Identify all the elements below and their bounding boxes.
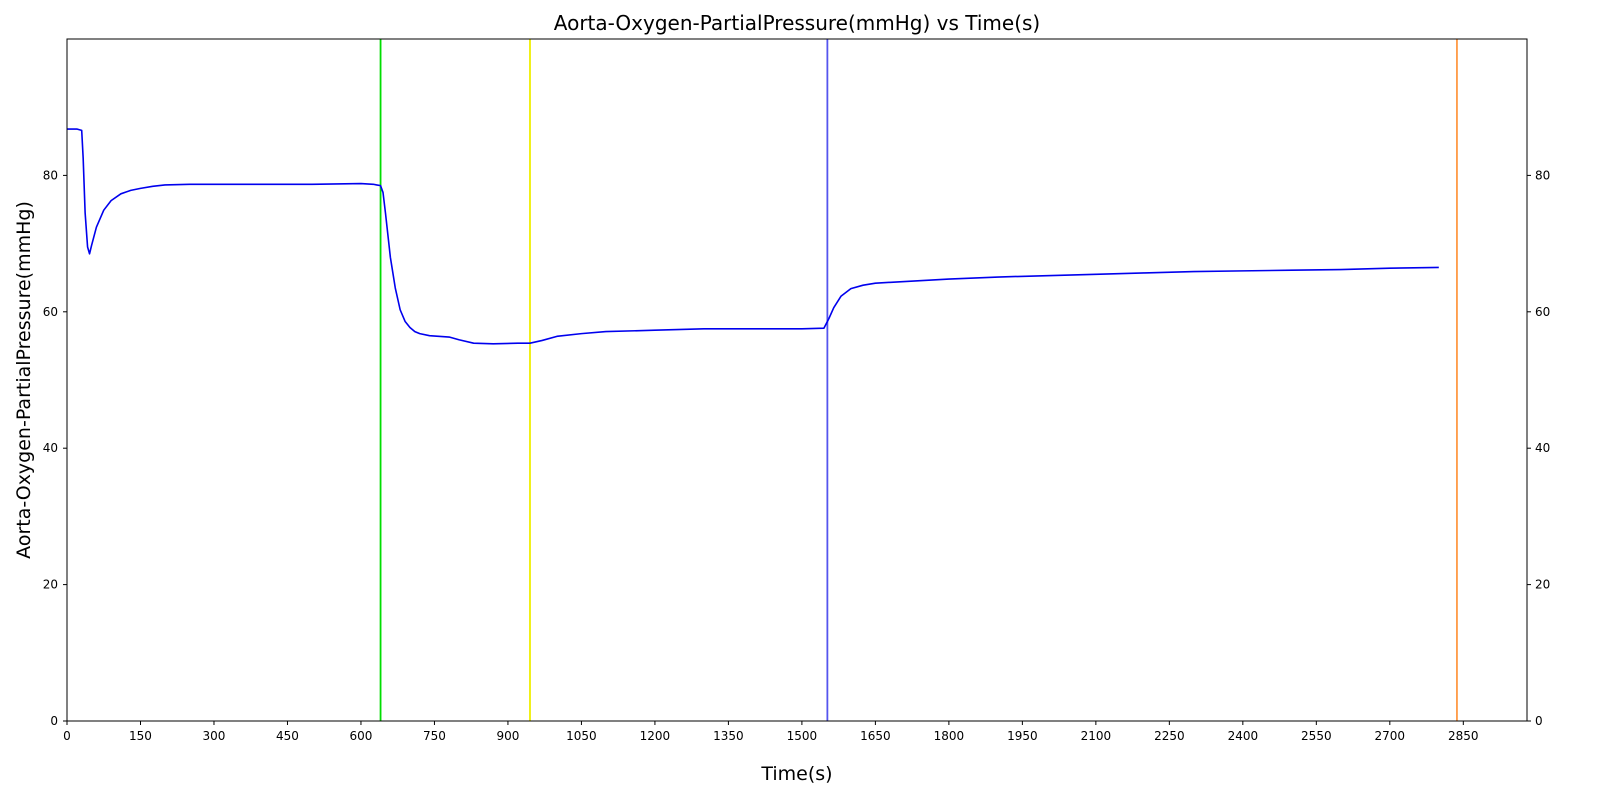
right-y-tick-label: 40	[1535, 441, 1550, 455]
y-tick-label: 80	[43, 168, 58, 182]
x-tick-label: 0	[63, 729, 71, 743]
x-tick-label: 2700	[1375, 729, 1406, 743]
plot-frame	[66, 38, 1528, 722]
x-tick-label: 1200	[640, 729, 671, 743]
y-tick-label: 40	[43, 441, 58, 455]
series-line-0	[67, 128, 1439, 345]
x-tick-label: 1500	[787, 729, 818, 743]
x-tick-label: 2100	[1081, 729, 1112, 743]
right-y-tick-label: 60	[1535, 305, 1550, 319]
y-axis-label: Aorta-Oxygen-PartialPressure(mmHg)	[13, 201, 35, 559]
y-tick-label: 20	[43, 578, 58, 592]
x-tick-label: 600	[350, 729, 373, 743]
y-tick-label: 60	[43, 305, 58, 319]
x-tick-label: 1050	[566, 729, 597, 743]
right-y-tick-label: 80	[1535, 168, 1550, 182]
y-tick-label: 0	[50, 714, 58, 728]
series-layer	[67, 128, 1439, 345]
x-tick-label: 1350	[713, 729, 744, 743]
x-tick-label: 150	[129, 729, 152, 743]
x-tick-label: 900	[496, 729, 519, 743]
right-y-tick-label: 20	[1535, 578, 1550, 592]
x-tick-label: 2850	[1448, 729, 1479, 743]
marker-layer	[379, 39, 1458, 721]
right-y-tick-label: 0	[1535, 714, 1543, 728]
x-tick-label: 1650	[860, 729, 891, 743]
x-tick-label: 2400	[1228, 729, 1259, 743]
axes-layer: 0 150 300 450 600 750 900 1050 1200 1350 1500 1650 1…	[43, 38, 1550, 743]
chart-title: Aorta-Oxygen-PartialPressure(mmHg) vs Ti…	[554, 11, 1040, 35]
x-axis-label: Time(s)	[760, 763, 832, 785]
x-tick-label: 2250	[1154, 729, 1185, 743]
x-tick-label: 450	[276, 729, 299, 743]
x-tick-label: 1950	[1007, 729, 1038, 743]
x-tick-label: 2550	[1301, 729, 1332, 743]
x-tick-label: 750	[423, 729, 446, 743]
x-tick-label: 1800	[934, 729, 965, 743]
x-tick-label: 300	[203, 729, 226, 743]
